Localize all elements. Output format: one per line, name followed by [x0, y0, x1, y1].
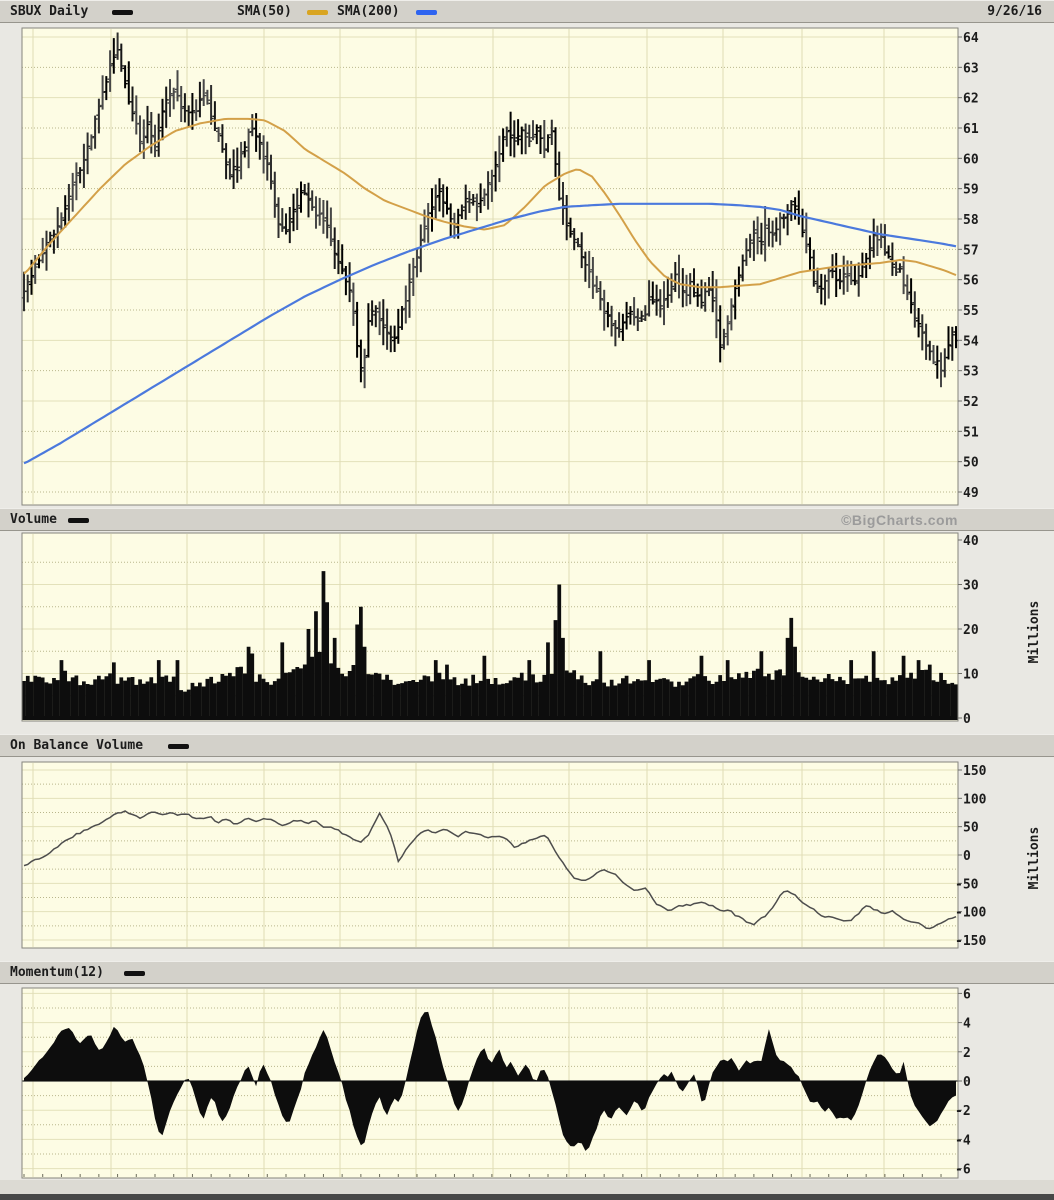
- y-axis-labels: 6463626160595857565554535251504940302010…: [955, 31, 1042, 1178]
- volume-label: Volume: [10, 512, 57, 527]
- momentum-tick-4: 4: [963, 1017, 971, 1032]
- momentum-tick-6: 6: [963, 987, 971, 1002]
- momentum-swatch-icon: [124, 971, 145, 976]
- price-tick-64: 64: [963, 31, 979, 46]
- price-tick-55: 55: [963, 304, 979, 319]
- volume-tick-0: 0: [963, 712, 971, 727]
- sma50-line: [23, 117, 957, 289]
- price-tick-56: 56: [963, 274, 979, 289]
- price-tick-58: 58: [963, 213, 979, 228]
- obv-tick--50: -50: [955, 877, 979, 892]
- price-tick-63: 63: [963, 61, 979, 76]
- obv-line: [23, 810, 957, 930]
- symbol-series-label: SBUX Daily: [10, 4, 89, 19]
- price-tick-50: 50: [963, 456, 979, 471]
- obv-tick-0: 0: [963, 849, 971, 864]
- obv-tick--150: -150: [955, 934, 986, 949]
- price-tick-60: 60: [963, 152, 979, 167]
- momentum-tick--4: -4: [955, 1133, 971, 1148]
- obv-label: On Balance Volume: [10, 738, 144, 753]
- momentum-tick-0: 0: [963, 1075, 971, 1090]
- obv-tick-100: 100: [963, 792, 987, 807]
- volume-header: Volume ©BigCharts.com: [0, 508, 1054, 531]
- price-tick-52: 52: [963, 395, 979, 410]
- price-tick-59: 59: [963, 183, 979, 198]
- sma50-label: SMA(50): [237, 4, 292, 19]
- price-tick-54: 54: [963, 334, 979, 349]
- sma50-swatch-icon: [307, 10, 328, 15]
- gridlines: [22, 29, 958, 1177]
- momentum-label: Momentum(12): [10, 965, 104, 980]
- volume-swatch-icon: [68, 518, 89, 523]
- x-axis-bar: [0, 1180, 1054, 1194]
- volume-tick-30: 30: [963, 579, 979, 594]
- obv-unit-label: Millions: [1027, 827, 1042, 890]
- price-tick-51: 51: [963, 425, 979, 440]
- volume-tick-40: 40: [963, 534, 979, 549]
- momentum-tick-2: 2: [963, 1046, 971, 1061]
- bottom-border-strip: [0, 1194, 1054, 1200]
- sma200-label: SMA(200): [337, 4, 400, 19]
- price-tick-49: 49: [963, 486, 979, 501]
- sma200-line: [23, 202, 957, 465]
- momentum-header: Momentum(12): [0, 961, 1054, 984]
- obv-tick-150: 150: [963, 764, 987, 779]
- price-tick-62: 62: [963, 92, 979, 107]
- momentum-area: [24, 1011, 956, 1151]
- price-tick-57: 57: [963, 243, 979, 258]
- momentum-tick--6: -6: [955, 1163, 971, 1178]
- price-tick-53: 53: [963, 365, 979, 380]
- bigcharts-watermark: ©BigCharts.com: [841, 512, 958, 528]
- volume-bars: [22, 571, 958, 720]
- plot-backgrounds: [22, 28, 958, 1178]
- main-header: SBUX Daily SMA(50) SMA(200) 9/26/16: [0, 0, 1054, 23]
- obv-tick--100: -100: [955, 906, 986, 921]
- volume-unit-label: Millions: [1027, 601, 1042, 664]
- price-series-swatch-icon: [112, 10, 133, 15]
- volume-tick-10: 10: [963, 668, 979, 683]
- volume-tick-20: 20: [963, 623, 979, 638]
- momentum-tick--2: -2: [955, 1104, 971, 1119]
- chart-date: 9/26/16: [987, 4, 1042, 19]
- price-tick-61: 61: [963, 122, 979, 137]
- obv-swatch-icon: [168, 744, 189, 749]
- obv-header: On Balance Volume: [0, 734, 1054, 757]
- sma200-swatch-icon: [416, 10, 437, 15]
- price-bars: [21, 32, 959, 389]
- obv-tick-50: 50: [963, 821, 979, 836]
